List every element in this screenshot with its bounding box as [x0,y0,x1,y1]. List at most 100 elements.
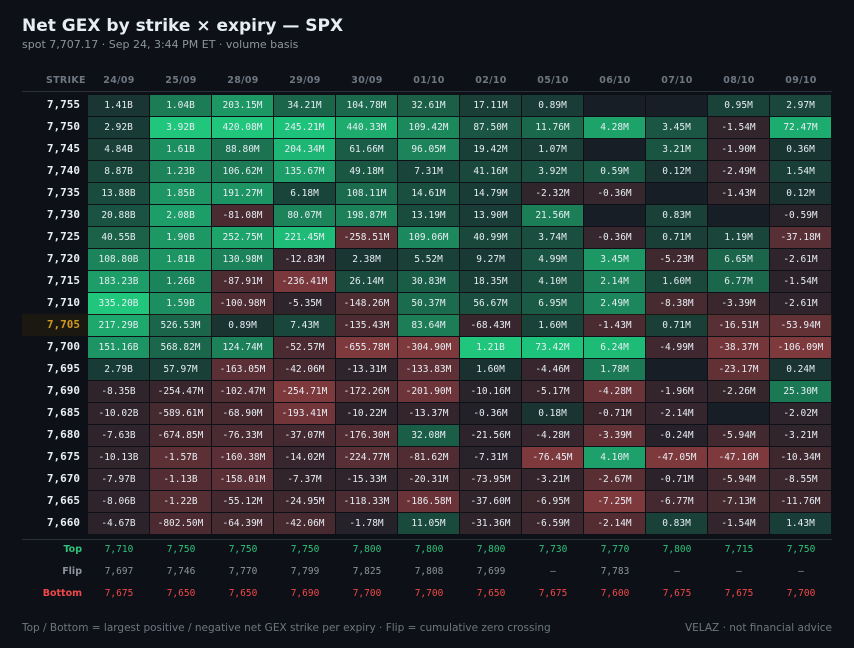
heatmap-cell: 3.45M [646,116,707,138]
heatmap-cell: 21.56M [522,204,583,226]
heatmap-cell: 440.33M [336,116,397,138]
heatmap-cell: -42.06M [274,358,335,380]
strike-row: 7,695 2.79B 57.97M -163.05M -42.06M -13.31M -1… [22,358,832,380]
heatmap-cell: -8.35B [88,380,149,402]
heatmap-cell: 4.10M [584,446,645,468]
heatmap-cell: 1.60M [522,314,583,336]
heatmap-cell: 2.92B [88,116,149,138]
heatmap-cell: 3.21M [646,138,707,160]
heatmap-cell: -7.25M [584,490,645,512]
heatmap-cell: 2.49M [584,292,645,314]
heatmap-cell [646,358,707,380]
strike-label: 7,745 [46,142,80,155]
heatmap-cell: 6.65M [708,248,769,270]
heatmap-cell: 20.88B [88,204,149,226]
heatmap-cell: -5.17M [522,380,583,402]
heatmap-cell: -160.38M [212,446,273,468]
strike-label: 7,725 [46,230,80,243]
heatmap-cell: 108.80B [88,248,149,270]
heatmap-cell: -87.91M [212,270,273,292]
expiry-header: 05/10 [537,75,569,86]
expiry-header: 25/09 [165,75,197,86]
heatmap-cell: -1.13B [150,468,211,490]
expiry-header-row: STRIKE 24/09 25/09 28/09 29/09 30/09 01/10 02/… [22,70,832,92]
heatmap-cell: 1.90B [150,226,211,248]
heatmap-cell: -4.46M [522,358,583,380]
heatmap-cell: -13.37M [398,402,459,424]
summary-value-bottom: 7,650 [476,587,506,599]
heatmap-cell: 32.61M [398,94,459,116]
summary-value-top: 7,800 [476,543,506,555]
summary-row-flip: Flip 7,697 7,746 7,770 7,799 7,825 7,808 7,699… [22,562,832,580]
heatmap-cell: 0.71M [646,226,707,248]
summary-value-top: 7,750 [290,543,320,555]
heatmap-cell: -5.23M [646,248,707,270]
summary-value-bottom: 7,690 [290,587,320,599]
heatmap-cell: 32.08M [398,424,459,446]
strike-label: 7,710 [46,296,80,309]
heatmap-cell [708,204,769,226]
summary-value-flip: 7,783 [600,565,630,577]
heatmap-cell: -674.85M [150,424,211,446]
strike-row: 7,660 -4.67B -802.50M -64.39M -42.06M -1.78M 1… [22,512,832,534]
chart-subtitle: spot 7,707.17 · Sep 24, 3:44 PM ET · vol… [22,38,299,51]
heatmap-cell: 50.37M [398,292,459,314]
heatmap-cell: 1.26B [150,270,211,292]
strike-label: 7,705 [46,318,80,331]
heatmap-cell: 1.07M [522,138,583,160]
strike-label: 7,695 [46,362,80,375]
heatmap-cell: -10.13B [88,446,149,468]
heatmap-cell: 252.75M [212,226,273,248]
heatmap-cell: 11.76M [522,116,583,138]
strike-label: 7,690 [46,384,80,397]
heatmap-cell: -0.71M [584,402,645,424]
strike-row: 7,675 -10.13B -1.57B -160.38M -14.02M -224.77… [22,446,832,468]
heatmap-cell: 5.52M [398,248,459,270]
heatmap-cell: -11.76M [770,490,831,512]
strike-row: 7,740 8.87B 1.23B 106.62M 135.67M 49.18M 7.31M… [22,160,832,182]
heatmap-cell: 13.19M [398,204,459,226]
heatmap-cell: -0.24M [646,424,707,446]
expiry-header: 09/10 [785,75,817,86]
heatmap-cell: 4.84B [88,138,149,160]
heatmap-cell: -589.61M [150,402,211,424]
heatmap-cell: 2.79B [88,358,149,380]
footer-note: Top / Bottom = largest positive / negati… [22,622,551,634]
summary-row-top: Top 7,710 7,750 7,750 7,750 7,800 7,800 7,800 7… [22,540,832,558]
heatmap-cell: 83.64M [398,314,459,336]
heatmap-cell: 1.60M [646,270,707,292]
heatmap-cell: 0.71M [646,314,707,336]
heatmap-cell: -2.61M [770,292,831,314]
summary-divider [22,539,832,540]
heatmap-cell: 7.43M [274,314,335,336]
heatmap-cell: 40.55B [88,226,149,248]
strike-row: 7,755 1.41B 1.04B 203.15M 34.21M 104.78M 32.61… [22,94,832,116]
heatmap-cell: 57.97M [150,358,211,380]
summary-value-bottom: 7,700 [352,587,382,599]
heatmap-cell: -1.54M [708,116,769,138]
heatmap-cell: 1.78M [584,358,645,380]
summary-value-top: 7,800 [662,543,692,555]
heatmap-cell: -1.57B [150,446,211,468]
heatmap-cell: 0.95M [708,94,769,116]
heatmap-cell: 41.16M [460,160,521,182]
strike-row: 7,700 151.16B 568.82M 124.74M -52.57M -655.78… [22,336,832,358]
strike-label: 7,675 [46,450,80,463]
heatmap-cell: -1.54M [708,512,769,534]
heatmap-cell: -133.83M [398,358,459,380]
heatmap-cell: -236.41M [274,270,335,292]
heatmap-cell: 1.43M [770,512,831,534]
summary-value-top: 7,750 [786,543,816,555]
heatmap-cell: 6.24M [584,336,645,358]
heatmap-cell: -38.37M [708,336,769,358]
heatmap-cell: 17.11M [460,94,521,116]
summary-value-top: 7,710 [104,543,134,555]
heatmap-body: 7,755 1.41B 1.04B 203.15M 34.21M 104.78M 32.61… [22,92,832,534]
heatmap-cell: -55.12M [212,490,273,512]
heatmap-cell: 6.18M [274,182,335,204]
heatmap-cell: 108.11M [336,182,397,204]
heatmap-cell: -176.30M [336,424,397,446]
heatmap-cell: 3.92B [150,116,211,138]
heatmap-cell: 1.54M [770,160,831,182]
expiry-header: 01/10 [413,75,445,86]
